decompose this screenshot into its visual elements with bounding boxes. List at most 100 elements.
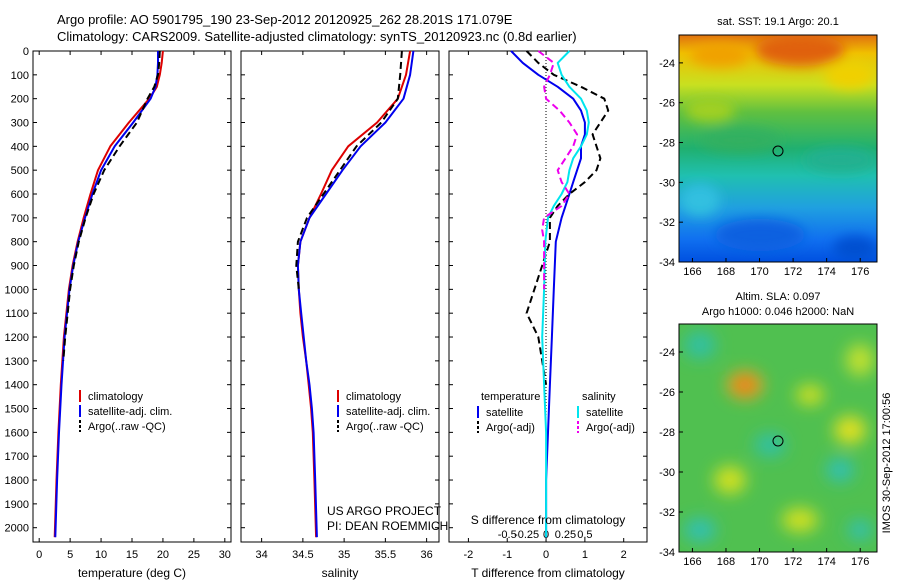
depth-tick-label: 400: [11, 141, 29, 153]
temperature-xtick-label: 0: [36, 549, 42, 561]
salinity-legend-label: Argo(..raw -QC): [346, 421, 424, 433]
sst-map-lon-label: 172: [784, 266, 802, 278]
depth-tick-label: 300: [11, 118, 29, 130]
salinity-legend-label: climatology: [346, 391, 402, 403]
sla-map-lat-label: -32: [659, 507, 675, 519]
sla-argo-marker: [772, 435, 784, 447]
difference-plot-frame: [448, 50, 648, 543]
salinity-plot-frame: [240, 50, 440, 543]
depth-tick-label: 900: [11, 261, 29, 273]
sst-map-lon-label: 174: [817, 266, 835, 278]
salinity-xtick-label: 35: [338, 549, 350, 561]
depth-tick-label: 1000: [5, 284, 29, 296]
sla-map-lon-label: 176: [851, 556, 869, 568]
sst-map-lon-label: 166: [683, 266, 701, 278]
difference-series-temperature-satellite: [510, 50, 586, 538]
difference-xtick-label: 1: [582, 549, 588, 561]
sst-map-lat-label: -26: [659, 98, 675, 110]
sst-map-lat-label: -30: [659, 177, 675, 189]
difference-xtick-label: -2: [464, 549, 474, 561]
salinity-diff-tick-label: 0.5: [577, 529, 592, 541]
depth-tick-label: 1300: [5, 356, 29, 368]
difference-xtick-label: 0: [543, 549, 549, 561]
salinity-legend: climatology satellite-adj. clim. Argo(..ra…: [337, 390, 430, 433]
temperature-diff-label: T difference from climatology: [471, 566, 625, 580]
sla-map-lon-label: 166: [683, 556, 701, 568]
salinity-xtick-label: 36: [421, 549, 433, 561]
salinity-diff-tick-label: -0.25: [514, 529, 539, 541]
sst-map: sat. SST: 19.1 Argo: 20.1 166 168 170 172 17…: [659, 16, 878, 278]
sst-map-lat-label: -32: [659, 217, 675, 229]
temperature-legend: climatology satellite-adj. clim. Argo(..ra…: [79, 390, 172, 433]
temperature-plot-frame: [32, 50, 232, 543]
sla-map-subtitle: Argo h1000: 0.046 h2000: NaN: [702, 306, 854, 318]
project-annotation: US ARGO PROJECT: [327, 504, 442, 518]
sla-map-lon-label: 174: [817, 556, 835, 568]
sla-map-lat-label: -30: [659, 467, 675, 479]
temperature-xtick-label: 20: [157, 549, 169, 561]
depth-tick-label: 0: [23, 46, 29, 58]
difference-legend: temperature satellite Argo(-adj) salinity sa…: [477, 391, 635, 434]
sla-map-frame: [678, 323, 878, 553]
temperature-legend-label: Argo(..raw -QC): [88, 421, 166, 433]
depth-tick-label: 200: [11, 94, 29, 106]
timestamp-label: IMOS 30-Sep-2012 17:00:56: [881, 392, 893, 534]
temperature-xtick-label: 30: [219, 549, 231, 561]
pi-annotation: PI: DEAN ROEMMICH: [327, 519, 448, 533]
difference-legend-label: Argo(-adj): [486, 422, 535, 434]
sla-map-lat-label: -26: [659, 387, 675, 399]
difference-series-salinity-argo-adj-: [537, 50, 579, 290]
depth-tick-label: 100: [11, 70, 29, 82]
depth-tick-label: 800: [11, 237, 29, 249]
sla-map-lat-label: -24: [659, 347, 675, 359]
difference-series-salinity-satellite: [541, 50, 590, 538]
sst-map-frame: [678, 34, 878, 263]
salinity-legend-label: satellite-adj. clim.: [346, 406, 430, 418]
temperature-xtick-label: 15: [126, 549, 138, 561]
sst-map-lon-label: 170: [750, 266, 768, 278]
difference-series-temperature-argo-adj-: [525, 50, 610, 385]
salinity-xtick-label: 34.5: [292, 549, 313, 561]
depth-tick-label: 1900: [5, 499, 29, 511]
salinity-series-argo-raw-qc-: [295, 50, 403, 290]
temperature-xtick-label: 25: [188, 549, 200, 561]
sst-map-title: sat. SST: 19.1 Argo: 20.1: [717, 16, 839, 28]
depth-tick-label: 1200: [5, 332, 29, 344]
difference-legend-title: salinity: [582, 391, 616, 403]
figure-title-line2: Climatology: CARS2009. Satellite-adjuste…: [57, 29, 577, 44]
sla-map: Altim. SLA: 0.097 Argo h1000: 0.046 h200…: [659, 291, 878, 568]
depth-tick-label: 1600: [5, 427, 29, 439]
depth-tick-label: 1800: [5, 475, 29, 487]
sst-map-lon-label: 168: [717, 266, 735, 278]
salinity-diff-tick-label: -0.5: [498, 529, 517, 541]
difference-legend-label: Argo(-adj): [586, 422, 635, 434]
salinity-series-satellite-adj-clim-: [296, 50, 415, 538]
difference-legend-label: satellite: [486, 407, 523, 419]
sla-map-lon-label: 168: [717, 556, 735, 568]
salinity-plot: 34 34.5 35 35.5 36 climatology satellite-adj.…: [240, 50, 448, 580]
depth-tick-label: 2000: [5, 523, 29, 535]
depth-tick-label: 500: [11, 165, 29, 177]
sla-map-lon-label: 170: [750, 556, 768, 568]
difference-plot: -2 -1 0 1 2-0.5-0.25 0 0.25 0.5 temperaturesate…: [448, 50, 648, 580]
difference-xtick-label: 2: [621, 549, 627, 561]
sst-map-lat-label: -28: [659, 138, 675, 150]
figure-title-line1: Argo profile: AO 5901795_190 23-Sep-2012…: [57, 12, 513, 27]
temperature-series-argo-raw-qc-: [62, 50, 161, 361]
depth-tick-label: 700: [11, 213, 29, 225]
sst-argo-marker: [772, 145, 784, 157]
salinity-diff-tick-label: 0.25: [555, 529, 576, 541]
depth-tick-label: 1500: [5, 404, 29, 416]
depth-tick-label: 1100: [5, 308, 29, 320]
temperature-x-label: temperature (deg C): [78, 566, 186, 580]
temperature-xtick-label: 5: [67, 549, 73, 561]
depth-tick-label: 600: [11, 189, 29, 201]
sla-map-title: Altim. SLA: 0.097: [736, 291, 821, 303]
difference-legend-title: temperature: [481, 391, 540, 403]
sst-map-lat-label: -34: [659, 257, 675, 269]
temperature-xtick-label: 10: [95, 549, 107, 561]
sla-map-lon-label: 172: [784, 556, 802, 568]
temperature-legend-label: climatology: [88, 391, 144, 403]
temperature-legend-label: satellite-adj. clim.: [88, 406, 172, 418]
